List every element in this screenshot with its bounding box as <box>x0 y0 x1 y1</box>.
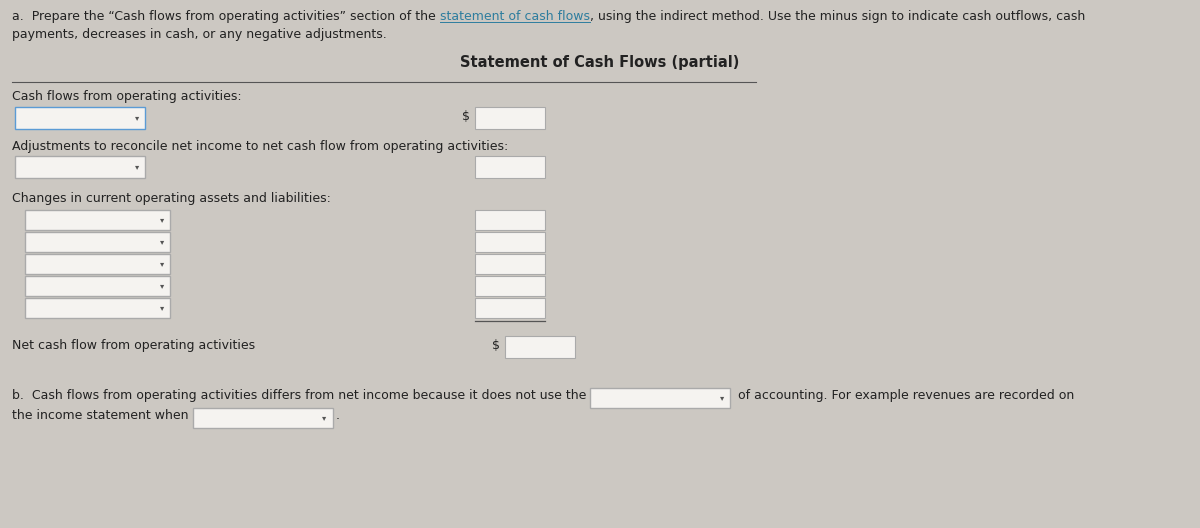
FancyBboxPatch shape <box>14 156 145 178</box>
Text: ▾: ▾ <box>160 238 164 247</box>
Text: ▾: ▾ <box>160 304 164 313</box>
FancyBboxPatch shape <box>192 408 332 428</box>
FancyBboxPatch shape <box>475 298 545 318</box>
Text: of accounting. For example revenues are recorded on: of accounting. For example revenues are … <box>734 389 1075 402</box>
FancyBboxPatch shape <box>25 254 170 274</box>
FancyBboxPatch shape <box>475 232 545 252</box>
Text: payments, decreases in cash, or any negative adjustments.: payments, decreases in cash, or any nega… <box>12 28 386 41</box>
Text: ▾: ▾ <box>134 163 139 172</box>
Text: $: $ <box>492 339 500 352</box>
Text: ▾: ▾ <box>720 393 725 402</box>
FancyBboxPatch shape <box>475 210 545 230</box>
Text: ▾: ▾ <box>160 259 164 269</box>
FancyBboxPatch shape <box>25 210 170 230</box>
FancyBboxPatch shape <box>505 336 575 358</box>
Text: a.  Prepare the “Cash flows from operating activities” section of the: a. Prepare the “Cash flows from operatin… <box>12 10 439 23</box>
Text: statement of cash flows: statement of cash flows <box>439 10 589 23</box>
FancyBboxPatch shape <box>590 388 731 408</box>
FancyBboxPatch shape <box>25 232 170 252</box>
Text: Adjustments to reconcile net income to net cash flow from operating activities:: Adjustments to reconcile net income to n… <box>12 140 509 153</box>
Text: b.  Cash flows from operating activities differs from net income because it does: b. Cash flows from operating activities … <box>12 389 587 402</box>
Text: , using the indirect method. Use the minus sign to indicate cash outflows, cash: , using the indirect method. Use the min… <box>589 10 1085 23</box>
Text: Net cash flow from operating activities: Net cash flow from operating activities <box>12 339 256 352</box>
Text: the income statement when: the income statement when <box>12 409 188 422</box>
FancyBboxPatch shape <box>14 107 145 129</box>
Text: ▾: ▾ <box>134 114 139 122</box>
Text: Cash flows from operating activities:: Cash flows from operating activities: <box>12 90 241 103</box>
Text: ▾: ▾ <box>160 281 164 290</box>
FancyBboxPatch shape <box>25 298 170 318</box>
Text: ▾: ▾ <box>323 413 326 422</box>
Text: ▾: ▾ <box>160 215 164 224</box>
FancyBboxPatch shape <box>475 276 545 296</box>
Text: $: $ <box>462 110 470 123</box>
Text: Changes in current operating assets and liabilities:: Changes in current operating assets and … <box>12 192 331 205</box>
Text: .: . <box>336 409 340 422</box>
FancyBboxPatch shape <box>475 107 545 129</box>
FancyBboxPatch shape <box>25 276 170 296</box>
FancyBboxPatch shape <box>475 156 545 178</box>
FancyBboxPatch shape <box>475 254 545 274</box>
Text: Statement of Cash Flows (partial): Statement of Cash Flows (partial) <box>461 55 739 70</box>
